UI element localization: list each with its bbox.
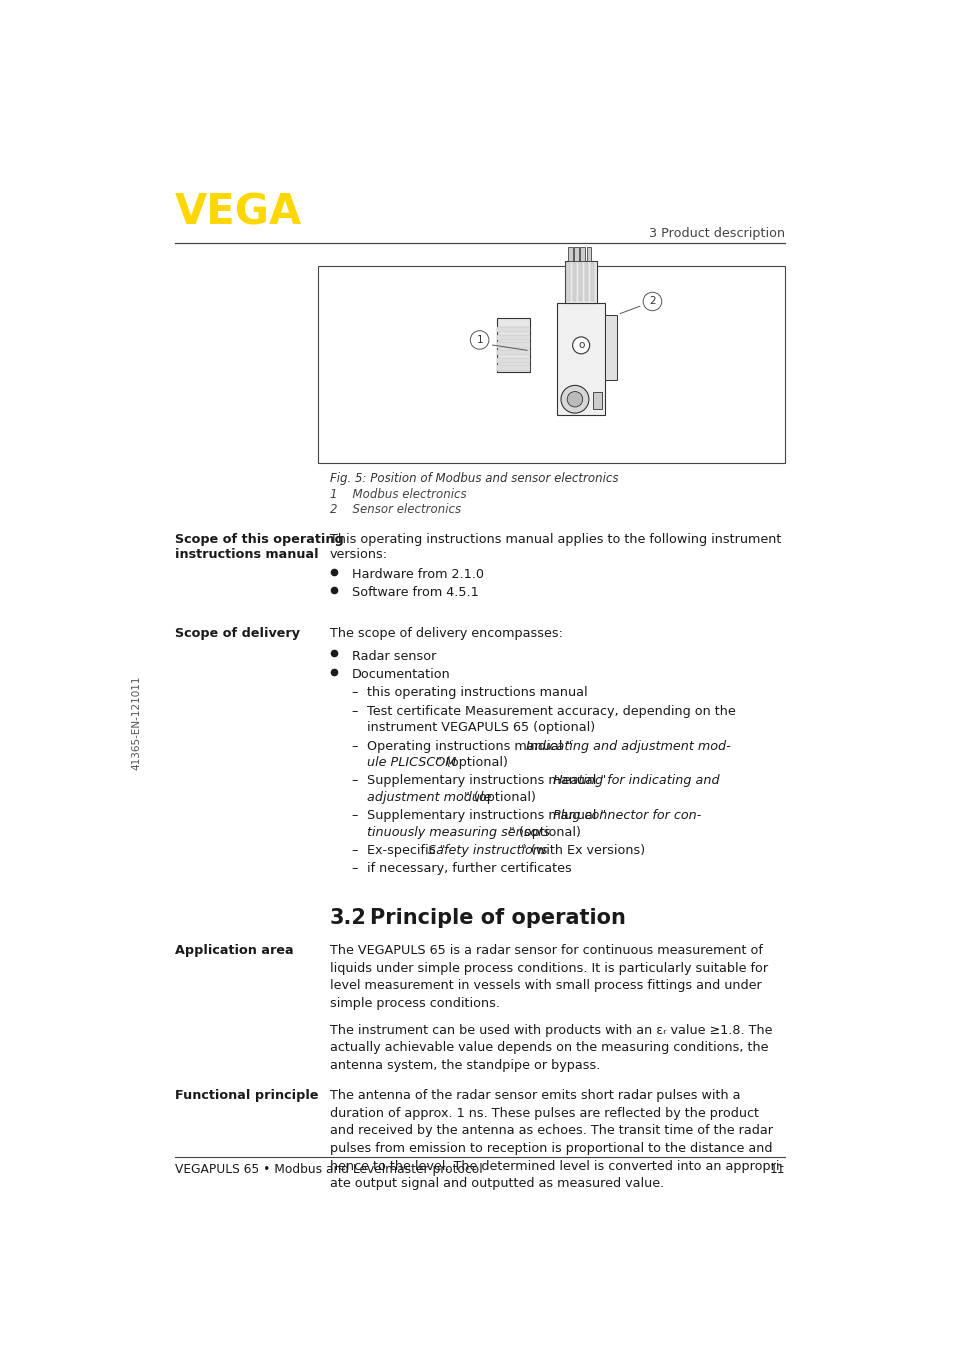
- Bar: [564, 261, 597, 303]
- Text: The antenna of the radar sensor emits short radar pulses with a: The antenna of the radar sensor emits sh…: [330, 1089, 740, 1102]
- Text: " (optional): " (optional): [436, 756, 508, 769]
- Text: The scope of delivery encompasses:: The scope of delivery encompasses:: [330, 627, 562, 640]
- Text: instructions manual: instructions manual: [174, 548, 318, 561]
- Text: pulses from emission to reception is proportional to the distance and: pulses from emission to reception is pro…: [330, 1141, 772, 1155]
- Circle shape: [560, 386, 588, 413]
- Bar: [497, 318, 530, 372]
- Text: Radar sensor: Radar sensor: [352, 650, 436, 663]
- Text: o: o: [578, 340, 584, 351]
- Text: Indicating and adjustment mod-: Indicating and adjustment mod-: [526, 739, 730, 753]
- Bar: [557, 303, 604, 414]
- Text: The VEGAPULS 65 is a radar sensor for continuous measurement of: The VEGAPULS 65 is a radar sensor for co…: [330, 944, 762, 957]
- Bar: [592, 393, 601, 409]
- Bar: [578, 263, 581, 302]
- Text: instrument VEGAPULS 65 (optional): instrument VEGAPULS 65 (optional): [367, 722, 595, 734]
- Text: 3.2: 3.2: [330, 907, 367, 927]
- Text: Scope of delivery: Scope of delivery: [174, 627, 300, 640]
- Text: Fig. 5: Position of Modbus and sensor electronics: Fig. 5: Position of Modbus and sensor el…: [330, 473, 618, 485]
- Text: Plug connector for con-: Plug connector for con-: [552, 810, 700, 822]
- Text: Supplementary instructions manual ": Supplementary instructions manual ": [367, 774, 606, 788]
- Text: antenna system, the standpipe or bypass.: antenna system, the standpipe or bypass.: [330, 1059, 599, 1072]
- Text: tinuously measuring sensors: tinuously measuring sensors: [367, 826, 550, 838]
- Text: Heating for indicating and: Heating for indicating and: [552, 774, 719, 788]
- Bar: [567, 246, 572, 261]
- Text: 1: 1: [476, 334, 482, 345]
- Text: –: –: [352, 844, 357, 857]
- Text: " (optional): " (optional): [509, 826, 580, 838]
- Text: Test certificate Measurement accuracy, depending on the: Test certificate Measurement accuracy, d…: [367, 704, 735, 718]
- Text: Documentation: Documentation: [352, 668, 450, 681]
- Text: –: –: [352, 686, 357, 700]
- Text: 2: 2: [648, 297, 655, 306]
- Text: if necessary, further certificates: if necessary, further certificates: [367, 862, 572, 876]
- Text: ule PLICSCOM: ule PLICSCOM: [367, 756, 456, 769]
- Text: The instrument can be used with products with an εᵣ value ≥1.8. The: The instrument can be used with products…: [330, 1024, 772, 1037]
- Text: This operating instructions manual applies to the following instrument: This operating instructions manual appli…: [330, 533, 781, 546]
- Bar: [604, 314, 617, 380]
- Text: Functional principle: Functional principle: [174, 1089, 318, 1102]
- Text: " (with Ex versions): " (with Ex versions): [520, 844, 644, 857]
- Text: Safety instructions: Safety instructions: [428, 844, 547, 857]
- Bar: [497, 349, 530, 355]
- Bar: [574, 246, 578, 261]
- Text: Hardware from 2.1.0: Hardware from 2.1.0: [352, 569, 483, 581]
- Text: liquids under simple process conditions. It is particularly suitable for: liquids under simple process conditions.…: [330, 961, 767, 975]
- Text: simple process conditions.: simple process conditions.: [330, 997, 499, 1010]
- Circle shape: [567, 391, 582, 408]
- Bar: [566, 263, 569, 302]
- Text: Software from 4.5.1: Software from 4.5.1: [352, 586, 478, 600]
- Text: –: –: [352, 810, 357, 822]
- Bar: [497, 357, 530, 363]
- Text: –: –: [352, 774, 357, 788]
- Text: hence to the level. The determined level is converted into an appropri-: hence to the level. The determined level…: [330, 1160, 783, 1173]
- Bar: [497, 366, 530, 371]
- Text: this operating instructions manual: this operating instructions manual: [367, 686, 587, 700]
- Text: VEGAPULS 65 • Modbus and Levelmaster protocol: VEGAPULS 65 • Modbus and Levelmaster pro…: [174, 1163, 482, 1177]
- Text: 41365-EN-121011: 41365-EN-121011: [132, 676, 141, 769]
- Text: 1    Modbus electronics: 1 Modbus electronics: [330, 487, 466, 501]
- Circle shape: [572, 337, 589, 353]
- Bar: [591, 263, 594, 302]
- Text: –: –: [352, 862, 357, 876]
- Text: duration of approx. 1 ns. These pulses are reflected by the product: duration of approx. 1 ns. These pulses a…: [330, 1106, 759, 1120]
- Bar: [497, 343, 530, 348]
- Text: Supplementary instructions manual ": Supplementary instructions manual ": [367, 810, 606, 822]
- Text: actually achievable value depends on the measuring conditions, the: actually achievable value depends on the…: [330, 1041, 768, 1055]
- Bar: [584, 263, 587, 302]
- Bar: [497, 326, 530, 332]
- Text: level measurement in vessels with small process fittings and under: level measurement in vessels with small …: [330, 979, 761, 992]
- Text: VEGA: VEGA: [174, 192, 302, 234]
- Bar: [572, 263, 575, 302]
- Text: –: –: [352, 704, 357, 718]
- Text: Application area: Application area: [174, 944, 294, 957]
- Text: ate output signal and outputted as measured value.: ate output signal and outputted as measu…: [330, 1178, 663, 1190]
- Text: Scope of this operating: Scope of this operating: [174, 533, 343, 546]
- Circle shape: [470, 330, 489, 349]
- Text: Operating instructions manual ": Operating instructions manual ": [367, 739, 572, 753]
- Text: –: –: [352, 739, 357, 753]
- Bar: [586, 246, 591, 261]
- Text: and received by the antenna as echoes. The transit time of the radar: and received by the antenna as echoes. T…: [330, 1124, 772, 1137]
- Text: 3 Product description: 3 Product description: [648, 227, 784, 240]
- Circle shape: [642, 292, 661, 310]
- Text: Ex-specific ": Ex-specific ": [367, 844, 445, 857]
- Bar: [497, 334, 530, 340]
- FancyBboxPatch shape: [318, 267, 784, 463]
- Text: 11: 11: [769, 1163, 784, 1177]
- Text: adjustment module: adjustment module: [367, 791, 491, 804]
- Text: 2    Sensor electronics: 2 Sensor electronics: [330, 502, 460, 516]
- Text: " (optional): " (optional): [463, 791, 535, 804]
- Bar: [579, 246, 584, 261]
- Text: versions:: versions:: [330, 548, 388, 561]
- Text: Principle of operation: Principle of operation: [370, 907, 625, 927]
